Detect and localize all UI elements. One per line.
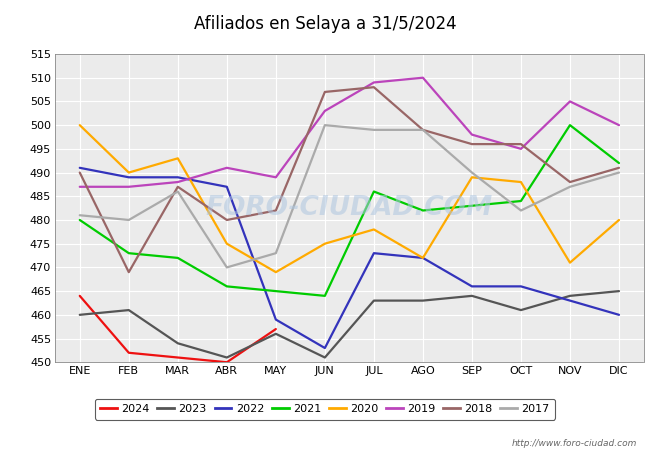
Text: FORO-CIUDAD.COM: FORO-CIUDAD.COM <box>206 195 493 221</box>
Legend: 2024, 2023, 2022, 2021, 2020, 2019, 2018, 2017: 2024, 2023, 2022, 2021, 2020, 2019, 2018… <box>95 399 555 420</box>
Text: http://www.foro-ciudad.com: http://www.foro-ciudad.com <box>512 439 637 448</box>
Text: Afiliados en Selaya a 31/5/2024: Afiliados en Selaya a 31/5/2024 <box>194 14 456 33</box>
